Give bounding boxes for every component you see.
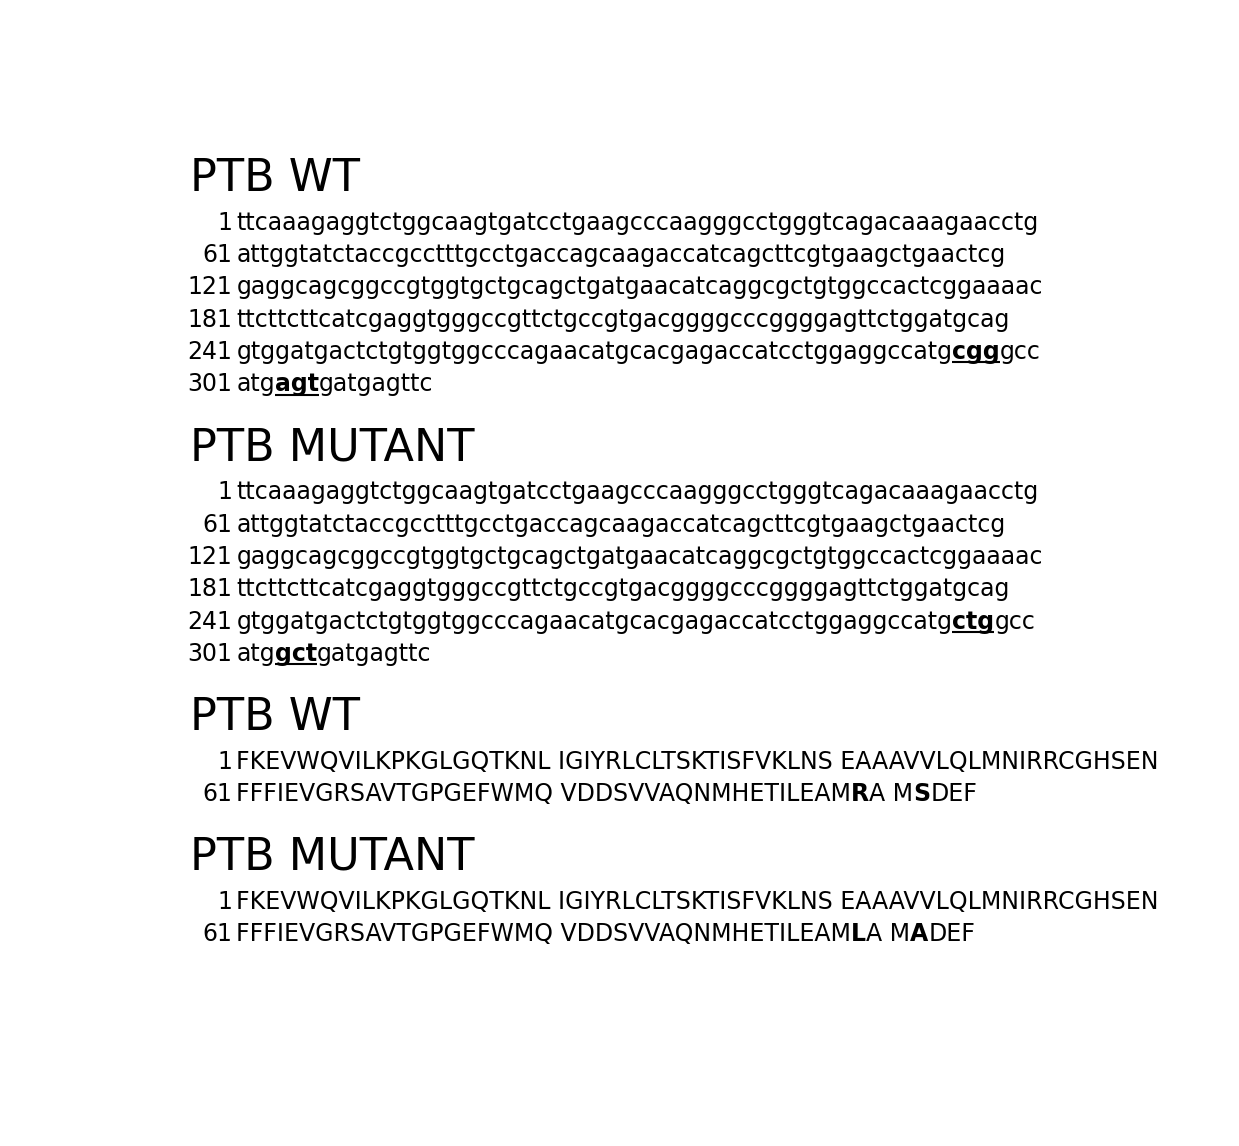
- Text: 61: 61: [202, 782, 233, 806]
- Text: FFFIEVGRSAVTGPGEFWMQ VDDSVVAQNMHETILEAM: FFFIEVGRSAVTGPGEFWMQ VDDSVVAQNMHETILEAM: [237, 923, 851, 947]
- Text: 121: 121: [187, 275, 233, 299]
- Text: FFFIEVGRSAVTGPGEFWMQ VDDSVVAQNMHETILEAM: FFFIEVGRSAVTGPGEFWMQ VDDSVVAQNMHETILEAM: [237, 782, 851, 806]
- Text: attggtatctaccgcctttgcctgaccagcaagaccatcagcttcgtgaagctgaactcg: attggtatctaccgcctttgcctgaccagcaagaccatca…: [237, 512, 1006, 536]
- Text: A M: A M: [870, 782, 913, 806]
- Text: gcc: gcc: [995, 610, 1036, 634]
- Text: ttcaaagaggtctggcaagtgatcctgaagcccaagggcctgggtcagacaaagaacctg: ttcaaagaggtctggcaagtgatcctgaagcccaagggcc…: [237, 480, 1038, 504]
- Text: 181: 181: [187, 307, 233, 331]
- Text: ttcttcttcatcgaggtgggccgttctgccgtgacggggcccggggagttctggatgcag: ttcttcttcatcgaggtgggccgttctgccgtgacggggc…: [237, 578, 1010, 602]
- Text: ctg: ctg: [953, 610, 995, 634]
- Text: gct: gct: [275, 642, 317, 666]
- Text: 61: 61: [202, 512, 233, 536]
- Text: DEF: DEF: [928, 923, 975, 947]
- Text: 1: 1: [218, 889, 233, 913]
- Text: L: L: [851, 923, 866, 947]
- Text: gatgagttc: gatgagttc: [318, 372, 434, 397]
- Text: agt: agt: [275, 372, 318, 397]
- Text: PTB MUTANT: PTB MUTANT: [190, 426, 475, 469]
- Text: atg: atg: [237, 372, 275, 397]
- Text: 1: 1: [218, 211, 233, 235]
- Text: 121: 121: [187, 544, 233, 568]
- Text: PTB MUTANT: PTB MUTANT: [190, 835, 475, 879]
- Text: DEF: DEF: [930, 782, 978, 806]
- Text: A M: A M: [866, 923, 911, 947]
- Text: PTB WT: PTB WT: [190, 696, 359, 739]
- Text: 1: 1: [218, 749, 233, 774]
- Text: 301: 301: [187, 372, 233, 397]
- Text: A: A: [911, 923, 928, 947]
- Text: attggtatctaccgcctttgcctgaccagcaagaccatcagcttcgtgaagctgaactcg: attggtatctaccgcctttgcctgaccagcaagaccatca…: [237, 243, 1006, 267]
- Text: atg: atg: [237, 642, 275, 666]
- Text: PTB WT: PTB WT: [190, 157, 359, 199]
- Text: 241: 241: [187, 340, 233, 364]
- Text: 181: 181: [187, 578, 233, 602]
- Text: gaggcagcggccgtggtgctgcagctgatgaacatcaggcgctgtggccactcggaaaac: gaggcagcggccgtggtgctgcagctgatgaacatcaggc…: [237, 544, 1043, 568]
- Text: gtggatgactctgtggtggcccagaacatgcacgagaccatcctggaggccatg: gtggatgactctgtggtggcccagaacatgcacgagacca…: [237, 340, 953, 364]
- Text: cgg: cgg: [953, 340, 1000, 364]
- Text: 301: 301: [187, 642, 233, 666]
- Text: FKEVWQVILKPKGLGQTKNL IGIYRLCLTSKTISFVKLNS EAAAVVLQLMNIRRCGHSEN: FKEVWQVILKPKGLGQTKNL IGIYRLCLTSKTISFVKLN…: [237, 889, 1158, 913]
- Text: S: S: [913, 782, 930, 806]
- Text: 241: 241: [187, 610, 233, 634]
- Text: gatgagttc: gatgagttc: [317, 642, 431, 666]
- Text: 1: 1: [218, 480, 233, 504]
- Text: R: R: [851, 782, 870, 806]
- Text: gaggcagcggccgtggtgctgcagctgatgaacatcaggcgctgtggccactcggaaaac: gaggcagcggccgtggtgctgcagctgatgaacatcaggc…: [237, 275, 1043, 299]
- Text: 61: 61: [202, 923, 233, 947]
- Text: ttcaaagaggtctggcaagtgatcctgaagcccaagggcctgggtcagacaaagaacctg: ttcaaagaggtctggcaagtgatcctgaagcccaagggcc…: [237, 211, 1038, 235]
- Text: gcc: gcc: [1000, 340, 1041, 364]
- Text: FKEVWQVILKPKGLGQTKNL IGIYRLCLTSKTISFVKLNS EAAAVVLQLMNIRRCGHSEN: FKEVWQVILKPKGLGQTKNL IGIYRLCLTSKTISFVKLN…: [237, 749, 1158, 774]
- Text: gtggatgactctgtggtggcccagaacatgcacgagaccatcctggaggccatg: gtggatgactctgtggtggcccagaacatgcacgagacca…: [237, 610, 953, 634]
- Text: 61: 61: [202, 243, 233, 267]
- Text: ttcttcttcatcgaggtgggccgttctgccgtgacggggcccggggagttctggatgcag: ttcttcttcatcgaggtgggccgttctgccgtgacggggc…: [237, 307, 1010, 331]
